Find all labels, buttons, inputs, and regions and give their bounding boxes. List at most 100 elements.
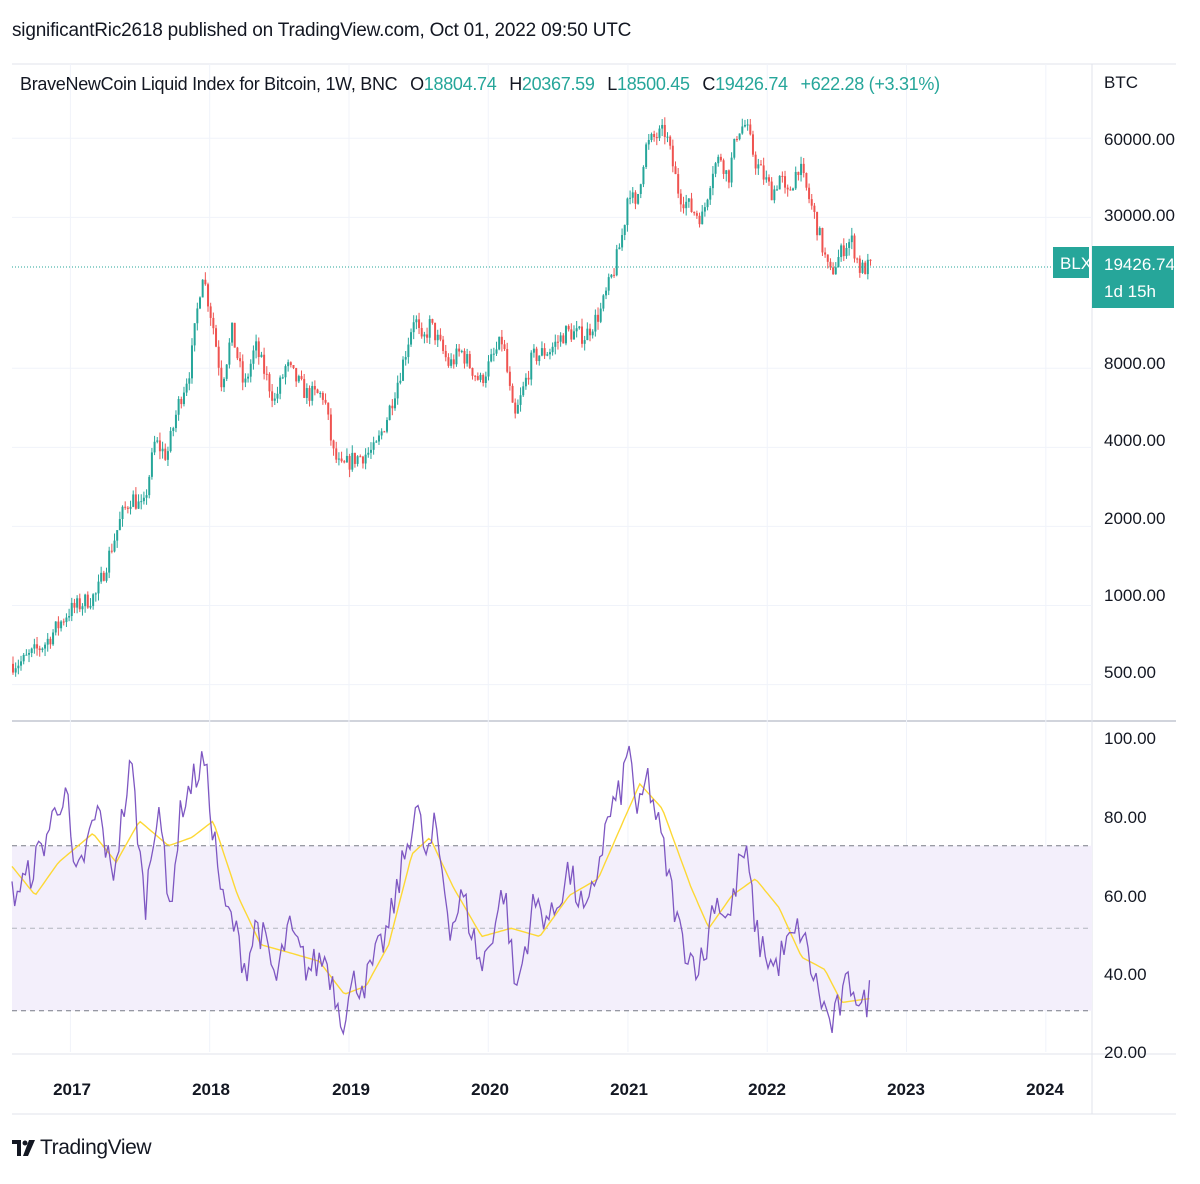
- candle-body: [789, 189, 792, 191]
- candle-body: [559, 335, 562, 342]
- candle-body: [281, 377, 284, 379]
- candle-body: [653, 133, 656, 137]
- candle-body: [837, 257, 840, 268]
- candle-body: [623, 225, 626, 236]
- candle-body: [220, 367, 223, 388]
- candle-body: [353, 452, 356, 464]
- candle-body: [332, 440, 335, 449]
- candle-body: [33, 644, 36, 649]
- candle-body: [800, 163, 803, 175]
- candle-body: [402, 359, 405, 381]
- candle-body: [511, 385, 514, 403]
- candlestick-series: [12, 117, 872, 677]
- time-tick-label: 2021: [610, 1080, 648, 1099]
- candle-body: [351, 452, 354, 470]
- candle-body: [733, 139, 736, 158]
- candle-body: [687, 198, 690, 202]
- candle-body: [556, 341, 559, 343]
- candle-body: [832, 267, 835, 275]
- candle-body: [249, 363, 252, 377]
- candle-body: [142, 497, 145, 502]
- candle-body: [361, 456, 364, 464]
- candle-body: [385, 420, 388, 432]
- candle-body: [247, 376, 250, 379]
- candle-body: [434, 322, 437, 341]
- candle-body: [343, 461, 346, 463]
- candle-body: [380, 431, 383, 436]
- candle-body: [642, 167, 645, 185]
- candle-body: [743, 124, 746, 127]
- time-tick-label: 2023: [887, 1080, 925, 1099]
- candle-body: [594, 314, 597, 332]
- candle-body: [487, 361, 490, 377]
- candle-body: [22, 654, 25, 662]
- candle-body: [54, 621, 57, 633]
- candle-body: [145, 495, 148, 498]
- candle-body: [548, 352, 551, 355]
- candle-body: [150, 452, 153, 477]
- candle-body: [864, 262, 867, 275]
- candle-body: [110, 550, 113, 552]
- candle-body: [265, 373, 268, 375]
- candle-body: [725, 170, 728, 174]
- candle-body: [546, 354, 549, 356]
- symbol-title: BraveNewCoin Liquid Index for Bitcoin, 1…: [20, 74, 398, 94]
- candle-body: [452, 359, 455, 365]
- candle-body: [172, 428, 175, 431]
- price-axis-currency: BTC: [1104, 73, 1138, 92]
- candle-body: [781, 175, 784, 177]
- candle-body: [345, 455, 348, 463]
- candle-body: [124, 506, 127, 508]
- candle-body: [519, 395, 522, 405]
- candle-body: [749, 124, 752, 135]
- candle-body: [436, 334, 439, 341]
- rsi-tick-label: 60.00: [1104, 887, 1147, 906]
- candle-body: [292, 365, 295, 369]
- candle-body: [273, 398, 276, 401]
- candle-body: [383, 431, 386, 433]
- tradingview-logo[interactable]: TradingView: [12, 1136, 152, 1160]
- candle-body: [669, 136, 672, 146]
- symbol-badge-text: BLX: [1060, 254, 1092, 273]
- candle-body: [174, 414, 177, 429]
- candle-body: [388, 405, 391, 421]
- candle-body: [337, 458, 340, 460]
- candle-body: [466, 354, 469, 364]
- candle-body: [244, 378, 247, 383]
- candle-body: [856, 258, 859, 260]
- candle-body: [583, 340, 586, 344]
- time-tick-label: 2017: [53, 1080, 91, 1099]
- candle-body: [759, 164, 762, 166]
- candle-body: [784, 176, 787, 188]
- candle-body: [100, 572, 103, 582]
- candle-body: [829, 261, 832, 268]
- candle-body: [62, 621, 65, 623]
- candle-body: [637, 193, 640, 204]
- candle-body: [84, 594, 87, 607]
- open-key: O: [410, 74, 424, 94]
- candle-body: [305, 388, 308, 398]
- candle-body: [428, 319, 431, 338]
- candle-body: [735, 139, 738, 141]
- candle-body: [415, 319, 418, 323]
- candle-body: [551, 346, 554, 353]
- candle-body: [121, 506, 124, 520]
- low-value: 18500.45: [617, 74, 690, 94]
- price-tick-label: 8000.00: [1104, 354, 1165, 373]
- candle-body: [516, 404, 519, 414]
- candle-body: [482, 374, 485, 383]
- candle-body: [813, 205, 816, 212]
- candle-body: [444, 350, 447, 358]
- close-key: C: [702, 74, 716, 94]
- candle-body: [738, 133, 741, 140]
- high-key: H: [509, 74, 522, 94]
- candle-body: [231, 322, 234, 343]
- candle-body: [709, 188, 712, 200]
- candle-body: [284, 366, 287, 378]
- candle-body: [508, 371, 511, 386]
- time-axis: 2017 2018 2019 2020 2021 2022 2023 2024: [53, 1080, 1064, 1099]
- candle-body: [335, 448, 338, 460]
- symbol-badge: BLX: [1053, 247, 1092, 278]
- candle-body: [450, 359, 453, 366]
